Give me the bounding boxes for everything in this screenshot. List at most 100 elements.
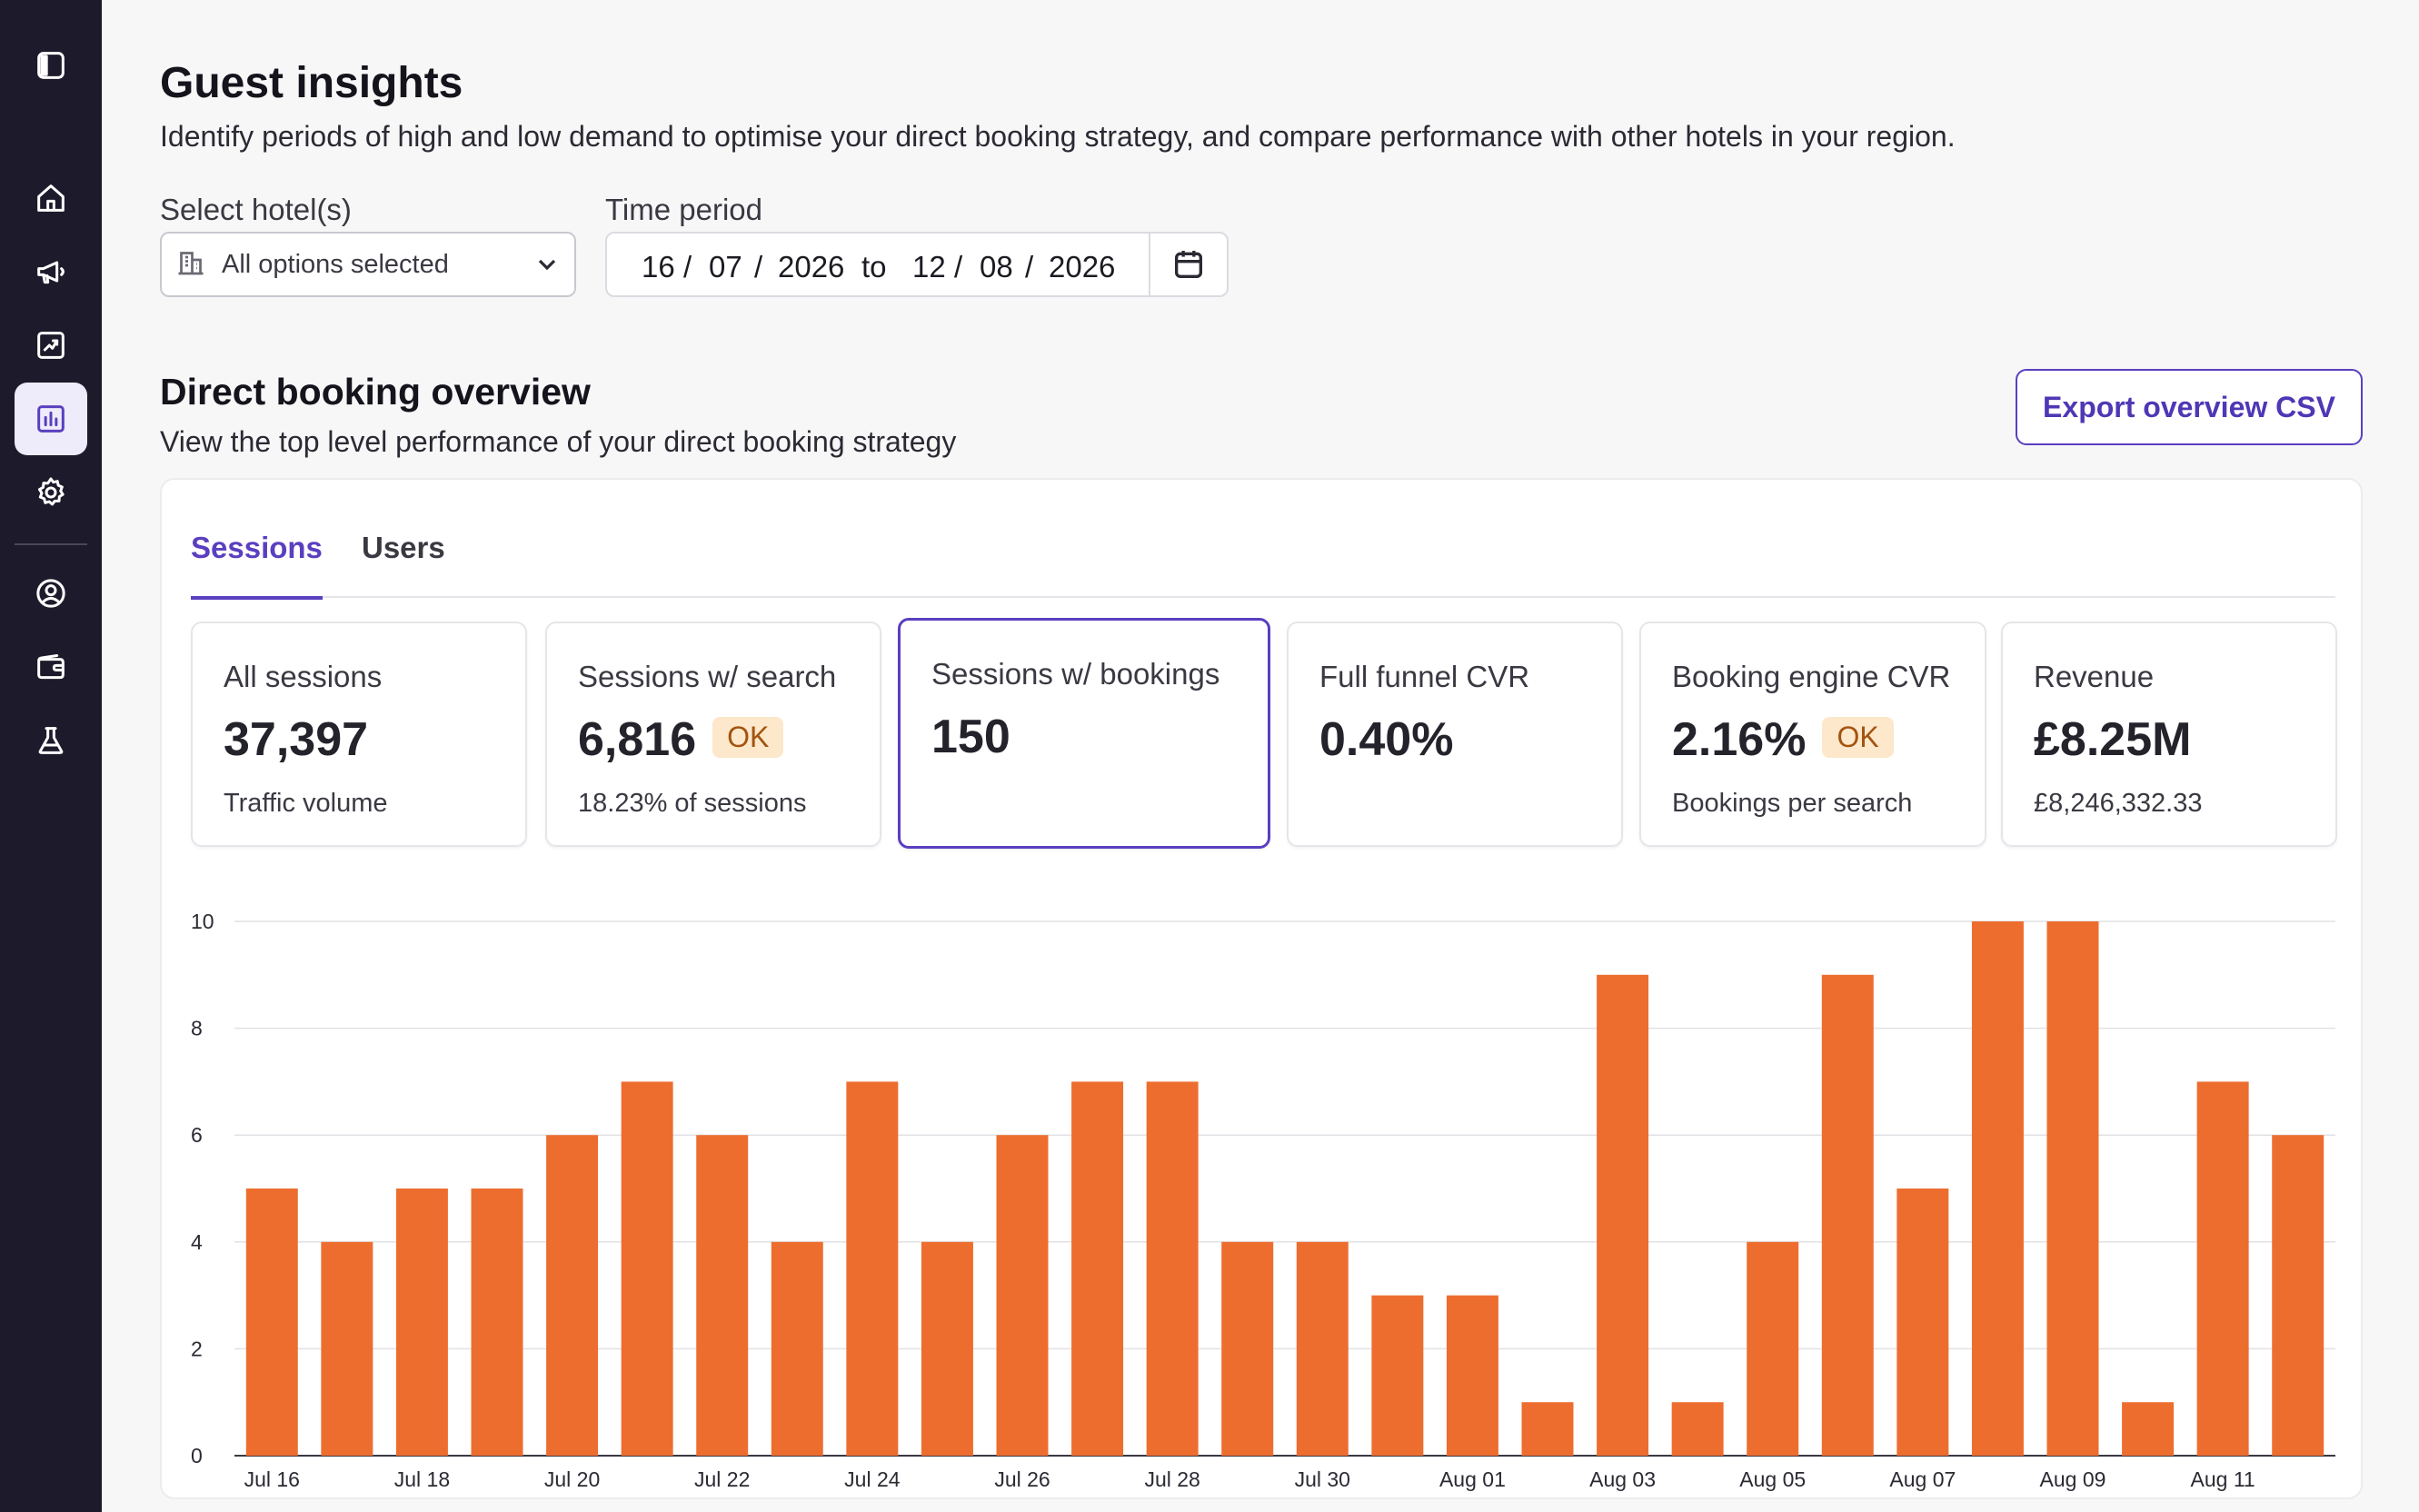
tab-sessions[interactable]: Sessions [191,531,323,600]
bar[interactable] [2272,1135,2324,1456]
metric-label: Full funnel CVR [1319,660,1530,693]
bar[interactable] [846,1081,899,1456]
bar[interactable] [245,1189,298,1456]
metric-label: Booking engine CVR [1672,660,1951,693]
to-day-field[interactable]: 12 [912,250,946,284]
x-tick-label: Jul 20 [544,1467,600,1491]
to-month-field[interactable]: 08 [980,250,1013,284]
wallet-icon[interactable] [15,631,87,703]
bar[interactable] [546,1135,599,1456]
bar[interactable] [2122,1402,2175,1456]
status-badge: OK [712,716,784,758]
bar[interactable] [2046,921,2099,1456]
bar[interactable] [1821,974,1874,1456]
metric-value: 2.16% [1672,713,1807,766]
bar[interactable] [921,1241,973,1456]
building-icon [174,246,207,284]
metric-card-booking-engine-cvr[interactable]: Booking engine CVR 2.16% OK Bookings per … [1639,622,1986,847]
bar[interactable] [696,1135,749,1456]
tab-users[interactable]: Users [362,531,445,564]
hotel-select[interactable]: All options selected [160,232,576,297]
metric-subtext: Bookings per search [1672,789,1913,818]
to-year-field[interactable]: 2026 [1049,250,1116,284]
page-title: Guest insights [160,59,463,107]
metric-card-all-sessions[interactable]: All sessions 37,397 Traffic volume [191,622,527,847]
bar[interactable] [1971,921,2024,1456]
toggle-sidebar-icon[interactable] [15,29,87,102]
metric-card-sessions-search[interactable]: Sessions w/ search 6,816 OK 18.23% of ses… [545,622,881,847]
x-tick-label: Aug 05 [1739,1467,1806,1491]
overview-card: Sessions Users All sessions 37,397 Traff… [160,478,2363,1499]
bar[interactable] [996,1135,1049,1456]
x-tick-label: Jul 30 [1295,1467,1350,1491]
sidebar [0,0,102,1512]
bar-chart-icon[interactable] [15,383,87,455]
bar-chart: 0 2 4 6 8 10 Jul 16 Jul 18 Jul 20 Jul 22 Jul 24 Jul… [162,870,2364,1497]
range-to-label: to [861,250,887,284]
calendar-icon[interactable] [1149,234,1227,295]
chevron-down-icon [533,250,562,284]
date-separator: / [683,250,692,284]
x-tick-label: Jul 18 [394,1467,450,1491]
bar[interactable] [1221,1241,1274,1456]
export-csv-button[interactable]: Export overview CSV [2016,369,2363,445]
x-tick-label: Jul 24 [844,1467,901,1491]
x-tick-label: Aug 01 [1439,1467,1506,1491]
user-circle-icon[interactable] [15,557,87,630]
bar[interactable] [771,1241,823,1456]
y-tick-label: 6 [191,1123,203,1147]
metric-subtext: 18.23% of sessions [578,789,807,818]
metric-card-full-funnel-cvr[interactable]: Full funnel CVR 0.40% [1287,622,1623,847]
date-range-picker: 16 / 07 / 2026 to 12 / 08 / 2026 [605,232,1229,297]
flask-icon[interactable] [15,704,87,777]
bar[interactable] [1446,1295,1498,1456]
bar[interactable] [1521,1402,1574,1456]
bar[interactable] [1371,1295,1424,1456]
chart-svg: 0 2 4 6 8 10 Jul 16 Jul 18 Jul 20 Jul 22 Jul 24 Jul… [191,910,2335,1491]
x-tick-label: Jul 16 [244,1467,300,1491]
y-tick-label: 2 [191,1337,203,1360]
megaphone-icon[interactable] [15,235,87,308]
metric-label: Revenue [2034,660,2155,693]
metric-subtext: Traffic volume [224,789,388,818]
bar[interactable] [1296,1241,1349,1456]
date-separator: / [1025,250,1034,284]
metric-card-revenue[interactable]: Revenue £8.25M £8,246,332.33 [2001,622,2337,847]
bar[interactable] [1671,1402,1724,1456]
bar[interactable] [1071,1081,1124,1456]
bar[interactable] [1597,974,1649,1456]
metric-value: 37,397 [224,713,369,766]
bar[interactable] [471,1189,523,1456]
x-tick-label: Jul 28 [1144,1467,1200,1491]
metric-value: 0.40% [1319,713,1454,766]
bar[interactable] [1747,1241,1799,1456]
gear-icon[interactable] [15,456,87,529]
bar[interactable] [395,1189,448,1456]
hotel-select-label: Select hotel(s) [160,193,352,226]
bar[interactable] [321,1241,373,1456]
metric-value: 6,816 [578,713,697,766]
from-year-field[interactable]: 2026 [778,250,845,284]
date-separator: / [754,250,763,284]
hotel-select-value: All options selected [222,249,449,279]
home-icon[interactable] [15,162,87,234]
trend-chart-icon[interactable] [15,309,87,382]
bar[interactable] [1146,1081,1199,1456]
section-subtitle: View the top level performance of your d… [160,425,957,458]
from-day-field[interactable]: 16 [642,250,675,284]
y-tick-label: 0 [191,1444,203,1467]
y-tick-label: 4 [191,1230,203,1254]
metric-value-row: 6,816 OK [578,712,784,767]
metric-card-sessions-bookings[interactable]: Sessions w/ bookings 150 [898,618,1270,849]
x-tick-label: Aug 11 [2191,1467,2255,1491]
metric-label: All sessions [224,660,383,693]
date-separator: / [954,250,963,284]
bar[interactable] [621,1081,673,1456]
bar[interactable] [2196,1081,2249,1456]
page-subtitle: Identify periods of high and low demand … [160,120,1956,153]
from-month-field[interactable]: 07 [709,250,742,284]
x-tick-label: Aug 09 [2040,1467,2106,1491]
metric-value: 150 [931,711,1010,763]
bar[interactable] [1896,1189,1949,1456]
